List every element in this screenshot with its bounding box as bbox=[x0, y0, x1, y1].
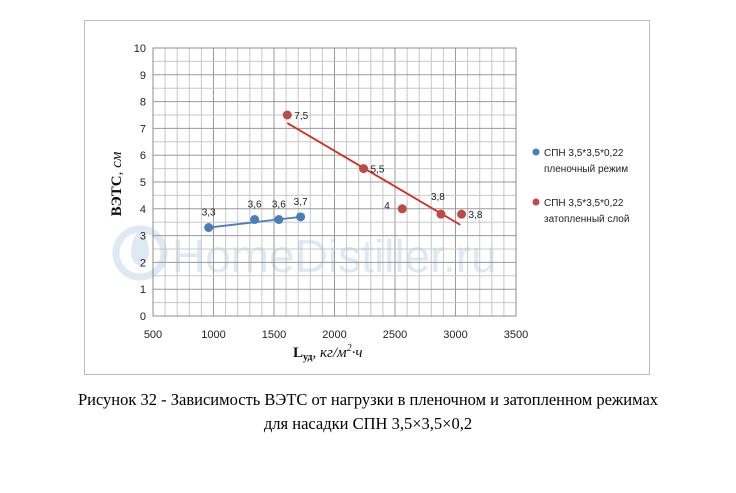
x-tick-label: 3000 bbox=[443, 329, 467, 341]
x-tick-label: 3500 bbox=[504, 329, 528, 341]
caption-line-1: Рисунок 32 - Зависимость ВЭТС от нагрузк… bbox=[77, 390, 659, 409]
y-tick-label: 8 bbox=[140, 97, 146, 109]
x-axis-ticks: 500 1000 1500 2000 2500 3000 3500 bbox=[144, 329, 528, 341]
data-label: 3,6 bbox=[272, 200, 286, 211]
data-point bbox=[436, 209, 446, 219]
x-tick-label: 2500 bbox=[383, 329, 407, 341]
legend-item-film: СПН 3,5*3,5*0,22 пленочный режим bbox=[532, 148, 628, 175]
data-label: 3,8 bbox=[469, 210, 483, 221]
y-tick-label: 4 bbox=[140, 204, 146, 216]
data-point bbox=[296, 212, 306, 222]
data-point bbox=[397, 204, 407, 214]
chart: HomeDistiller.ru 500 1000 1500 2000 2500 3000… bbox=[109, 43, 629, 363]
y-tick-label: 0 bbox=[140, 311, 146, 323]
data-point bbox=[457, 209, 467, 219]
data-labels: 3,3 3,6 3,6 3,7 7,5 5,5 4 3,8 3,8 bbox=[202, 111, 483, 221]
data-label: 3,7 bbox=[294, 197, 308, 208]
y-axis-title: ВЭТС, см bbox=[109, 151, 125, 216]
y-tick-label: 9 bbox=[140, 70, 146, 82]
figure-caption: Рисунок 32 - Зависимость ВЭТС от нагрузк… bbox=[0, 388, 736, 436]
legend-item-flooded: СПН 3,5*3,5*0,22 затопленный слой bbox=[532, 198, 629, 225]
data-point bbox=[250, 215, 260, 225]
caption-line-2: для насадки СПН 3,5×3,5×0,2 bbox=[263, 414, 473, 433]
data-point bbox=[204, 223, 214, 233]
data-label: 7,5 bbox=[294, 111, 308, 122]
data-points bbox=[204, 110, 467, 233]
data-label: 4 bbox=[384, 201, 390, 212]
legend: СПН 3,5*3,5*0,22 пленочный режим СПН 3,5… bbox=[532, 148, 629, 225]
y-axis-ticks: 0 1 2 3 4 5 6 7 8 9 10 bbox=[134, 43, 146, 323]
data-point bbox=[282, 110, 292, 120]
x-tick-label: 1000 bbox=[201, 329, 225, 341]
x-tick-label: 2000 bbox=[322, 329, 346, 341]
grid bbox=[152, 47, 517, 317]
y-tick-label: 10 bbox=[134, 43, 146, 55]
legend-label-film-line1: СПН 3,5*3,5*0,22 bbox=[544, 148, 624, 159]
x-axis-title: Lуд, кг/м2·ч bbox=[293, 343, 362, 363]
x-tick-label: 500 bbox=[144, 329, 162, 341]
trend-line bbox=[286, 122, 461, 226]
y-tick-label: 1 bbox=[140, 284, 146, 296]
data-label: 3,6 bbox=[248, 200, 262, 211]
legend-marker-flooded bbox=[532, 198, 540, 206]
y-tick-label: 7 bbox=[140, 123, 146, 135]
legend-label-flooded-line2: затопленный слой bbox=[544, 214, 629, 225]
data-label: 5,5 bbox=[371, 165, 385, 176]
watermark-logo-drop bbox=[131, 228, 149, 266]
plot-area bbox=[152, 47, 517, 317]
legend-label-film-line2: пленочный режим bbox=[544, 164, 628, 175]
y-tick-label: 2 bbox=[140, 257, 146, 269]
y-tick-label: 6 bbox=[140, 150, 146, 162]
data-label: 3,8 bbox=[431, 192, 445, 203]
data-point bbox=[274, 215, 284, 225]
x-tick-label: 1500 bbox=[262, 329, 286, 341]
y-tick-label: 3 bbox=[140, 231, 146, 243]
data-label: 3,3 bbox=[202, 208, 216, 219]
data-point bbox=[359, 164, 369, 174]
legend-label-flooded-line1: СПН 3,5*3,5*0,22 bbox=[544, 198, 624, 209]
legend-marker-film bbox=[532, 148, 540, 156]
y-tick-label: 5 bbox=[140, 177, 146, 189]
